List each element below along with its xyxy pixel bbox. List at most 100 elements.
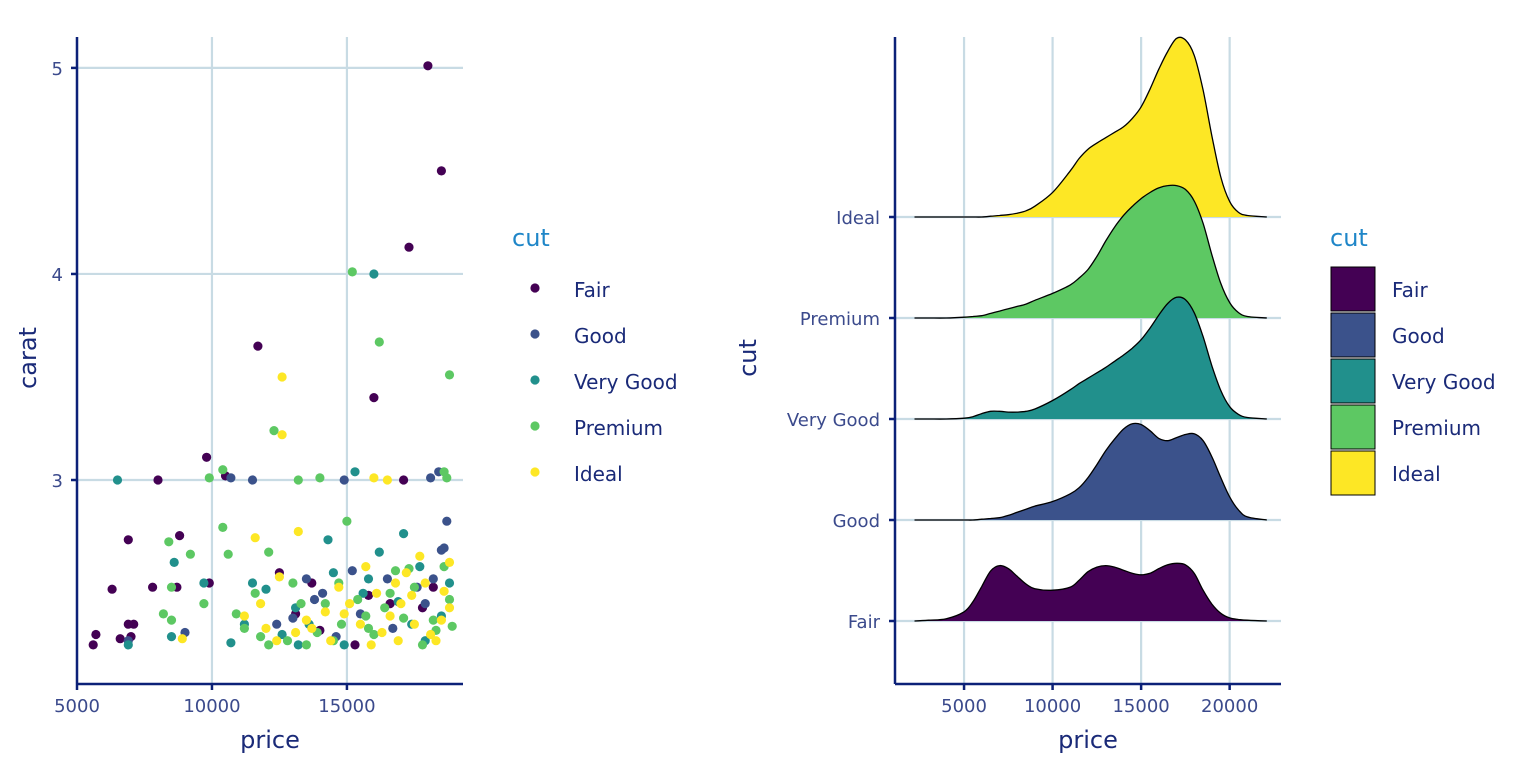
ridgeline-panel: 5000 10000 15000 20000 Fair Good Very Good Pre… — [734, 36, 1496, 754]
scatter-point-premium — [409, 582, 419, 592]
scatter-legend-label-very-good: Very Good — [574, 370, 678, 394]
ridgeline-legend-label-ideal: Ideal — [1392, 462, 1441, 486]
ridgeline-legend: Fair Good Very Good Premium Ideal — [1330, 266, 1496, 496]
scatter-point-ideal — [426, 629, 436, 640]
scatter-point-premium — [282, 636, 293, 646]
scatter-point-good — [347, 566, 357, 576]
scatter-point-very-good — [350, 467, 360, 477]
scatter-point-ideal — [444, 603, 455, 613]
scatter-point-very-good — [444, 578, 455, 588]
scatter-point-fair — [107, 584, 117, 594]
scatter-point-good — [288, 613, 298, 623]
scatter-x-tick-label: 5000 — [54, 696, 100, 717]
scatter-point-ideal — [177, 634, 187, 644]
scatter-point-premium — [369, 629, 379, 640]
scatter-point-good — [426, 473, 436, 483]
scatter-point-fair — [88, 640, 98, 650]
scatter-point-premium — [444, 594, 455, 605]
scatter-point-ideal — [396, 599, 406, 609]
scatter-point-premium — [264, 547, 274, 557]
scatter-point-fair — [399, 475, 409, 485]
scatter-legend-key-good — [530, 329, 540, 339]
scatter-point-ideal — [274, 572, 284, 582]
scatter-point-fair — [202, 452, 212, 462]
ridgeline-area-very-good — [914, 297, 1267, 420]
scatter-point-ideal — [361, 562, 371, 572]
scatter-x-ticks: 5000 10000 15000 — [54, 684, 376, 717]
scatter-point-premium — [385, 588, 395, 598]
ridgeline-x-ticks: 5000 10000 15000 20000 — [941, 684, 1258, 717]
scatter-point-good — [247, 475, 258, 485]
ridgeline-y-ticks: Fair Good Very Good Premium Ideal — [787, 208, 895, 633]
scatter-point-ideal — [307, 623, 317, 634]
scatter-point-ideal — [439, 586, 449, 596]
ridgeline-legend-swatch-very-good — [1330, 358, 1376, 404]
scatter-points — [88, 61, 457, 650]
ridgeline-x-tick-label: 5000 — [941, 696, 987, 717]
scatter-legend-key-premium — [530, 421, 540, 431]
scatter-point-good — [272, 619, 282, 629]
scatter-point-premium — [336, 619, 347, 629]
ridgeline-y-tick-label-very-good: Very Good — [787, 410, 880, 431]
scatter-point-good — [226, 473, 236, 483]
scatter-point-premium — [269, 426, 279, 436]
scatter-point-ideal — [420, 578, 430, 588]
scatter-point-good — [301, 574, 311, 584]
scatter-point-very-good — [399, 529, 409, 539]
scatter-legend-label-ideal: Ideal — [574, 462, 623, 486]
ridgeline-legend-label-good: Good — [1392, 324, 1445, 348]
scatter-point-ideal — [334, 582, 344, 592]
scatter-point-very-good — [247, 578, 258, 588]
scatter-point-ideal — [326, 636, 336, 646]
scatter-point-ideal — [320, 607, 330, 617]
scatter-point-ideal — [382, 475, 392, 485]
scatter-point-ideal — [366, 640, 376, 650]
scatter-point-very-good — [199, 578, 209, 588]
scatter-point-fair — [115, 634, 125, 644]
ridgeline-x-axis-title: price — [1058, 726, 1118, 754]
scatter-point-ideal — [250, 533, 260, 543]
scatter-point-fair — [350, 640, 360, 650]
ridgeline-areas — [914, 36, 1267, 622]
ridgeline-legend-title: cut — [1330, 224, 1368, 252]
scatter-point-good — [442, 516, 452, 526]
scatter-point-very-good — [369, 269, 379, 279]
scatter-point-premium — [363, 623, 374, 634]
ridgeline-legend-label-fair: Fair — [1392, 278, 1428, 302]
scatter-legend-title: cut — [512, 224, 550, 252]
scatter-point-premium — [347, 267, 357, 277]
scatter-point-very-good — [169, 557, 179, 568]
scatter-point-ideal — [277, 430, 287, 440]
scatter-point-ideal — [261, 623, 271, 634]
scatter-point-premium — [231, 609, 241, 619]
scatter-point-ideal — [401, 568, 411, 578]
scatter-point-very-good — [277, 629, 287, 640]
scatter-point-premium — [166, 582, 177, 592]
scatter-point-fair — [123, 619, 133, 629]
ridgeline-y-tick-label-ideal: Ideal — [836, 208, 880, 229]
scatter-point-ideal — [291, 627, 301, 638]
scatter-point-good — [436, 545, 446, 555]
ridgeline-area-ideal — [914, 37, 1267, 218]
ridgeline-y-tick-label-premium: Premium — [800, 309, 880, 330]
scatter-point-good — [318, 588, 328, 598]
ridgeline-outline-ideal — [914, 36, 1267, 218]
scatter-point-ideal — [256, 599, 266, 609]
scatter-point-premium — [342, 516, 352, 526]
scatter-point-very-good — [226, 638, 236, 648]
scatter-point-fair — [148, 582, 158, 592]
scatter-point-premium — [239, 623, 249, 634]
scatter-point-premium — [399, 613, 409, 623]
scatter-point-premium — [288, 578, 298, 588]
scatter-point-ideal — [277, 372, 287, 382]
scatter-legend-key-very-good — [530, 375, 540, 385]
scatter-point-premium — [428, 615, 438, 625]
scatter-y-tick-label: 4 — [52, 265, 63, 286]
scatter-point-fair — [153, 475, 163, 485]
scatter-point-premium — [250, 588, 260, 598]
scatter-point-very-good — [358, 588, 368, 598]
scatter-point-premium — [256, 632, 266, 642]
scatter-point-very-good — [123, 640, 133, 650]
scatter-point-ideal — [239, 611, 249, 621]
